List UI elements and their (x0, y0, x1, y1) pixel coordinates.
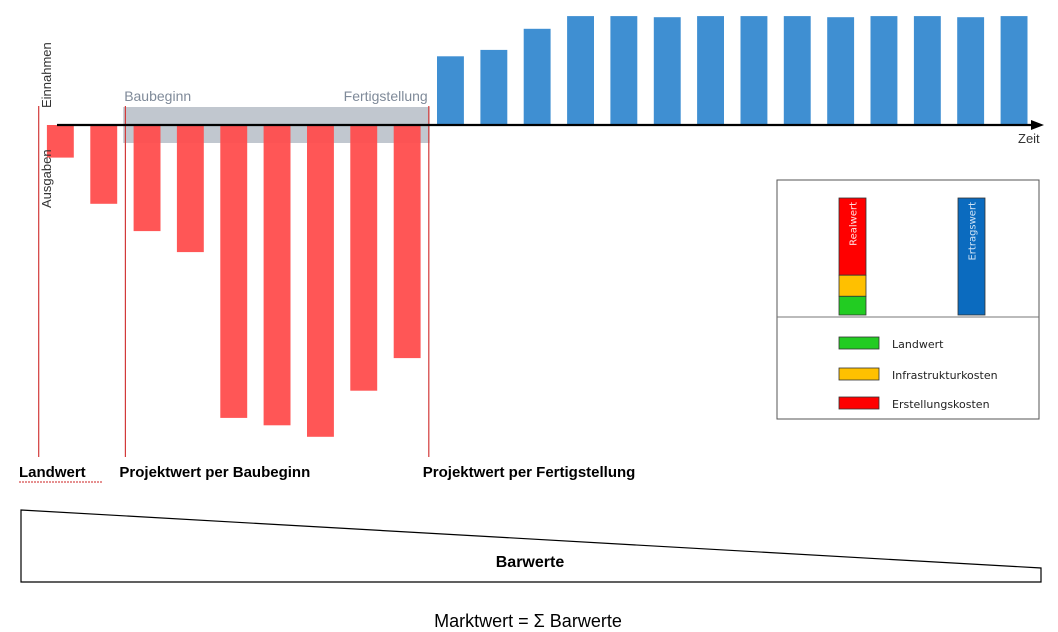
phase-end-label: Fertigstellung (344, 88, 428, 104)
expense-bar-7 (307, 125, 334, 437)
y-negative-label: Ausgaben (39, 149, 54, 208)
barwerte-label: Barwerte (496, 554, 565, 571)
income-bar-18 (783, 16, 811, 126)
expense-bar-2 (90, 125, 118, 204)
expense-bar-1 (46, 125, 74, 158)
income-bar-21 (913, 16, 941, 126)
legend-item-label-2: Infrastrukturkosten (892, 369, 998, 382)
legend-bar-label-2: Ertragswert (968, 202, 979, 261)
income-bar-22 (957, 17, 985, 126)
income-bar-10 (437, 56, 464, 125)
income-bar-15 (653, 17, 681, 126)
income-bar-13 (567, 16, 594, 126)
marker-label-3: Projektwert per Fertigstellung (423, 464, 636, 481)
legend-swatch-2 (838, 367, 880, 381)
x-axis-arrowhead (1031, 120, 1044, 130)
income-bar-12 (523, 28, 551, 125)
income-bars (437, 16, 1028, 126)
income-bar-23 (1000, 16, 1028, 126)
expense-bar-3 (133, 125, 161, 232)
expense-bar-9 (393, 125, 421, 359)
expense-bar-4 (176, 125, 204, 253)
value-marker-lines (38, 106, 430, 457)
legend-frame (776, 179, 1040, 420)
legend-items: Landwert Infrastrukturkosten Erstellungsko… (838, 336, 998, 411)
legend-bar-label-1: Realwert (849, 202, 860, 246)
legend-item-label-3: Erstellungskosten (892, 398, 990, 411)
legend-bars: Realwert Ertragswert (838, 197, 986, 316)
income-bar-14 (610, 16, 638, 126)
expense-bar-8 (350, 125, 378, 391)
income-bar-16 (697, 16, 724, 126)
legend-ertragswert-bar (957, 197, 986, 316)
barwerte-wedge (20, 509, 1042, 583)
legend-stack-segment-3 (838, 295, 867, 316)
expense-bar-6 (263, 125, 291, 426)
expense-bars (46, 125, 421, 437)
legend-stack-segment-1 (838, 197, 867, 276)
legend-stack-segment-2 (838, 274, 867, 297)
marker-label-1: Landwert (19, 464, 86, 481)
legend-item-label-1: Landwert (892, 338, 944, 351)
value-marker-labels: Landwert Projektwert per Baubeginn Projekt… (19, 464, 635, 481)
marktwert-formula: Marktwert = Σ Barwerte (434, 611, 622, 631)
legend-swatch-3 (838, 396, 880, 410)
income-bar-19 (827, 17, 855, 126)
legend: Realwert Ertragswert Landwert Infrastruktu… (776, 179, 1040, 420)
marker-label-2: Projektwert per Baubeginn (119, 464, 310, 481)
x-axis-label: Zeit (1018, 131, 1040, 146)
income-bar-11 (480, 49, 508, 125)
phase-start-label: Baubeginn (124, 88, 191, 104)
expense-bar-5 (220, 125, 248, 418)
income-bar-20 (870, 16, 898, 126)
income-bar-17 (740, 16, 768, 126)
y-positive-label: Einnahmen (39, 42, 54, 108)
legend-swatch-1 (838, 336, 880, 350)
